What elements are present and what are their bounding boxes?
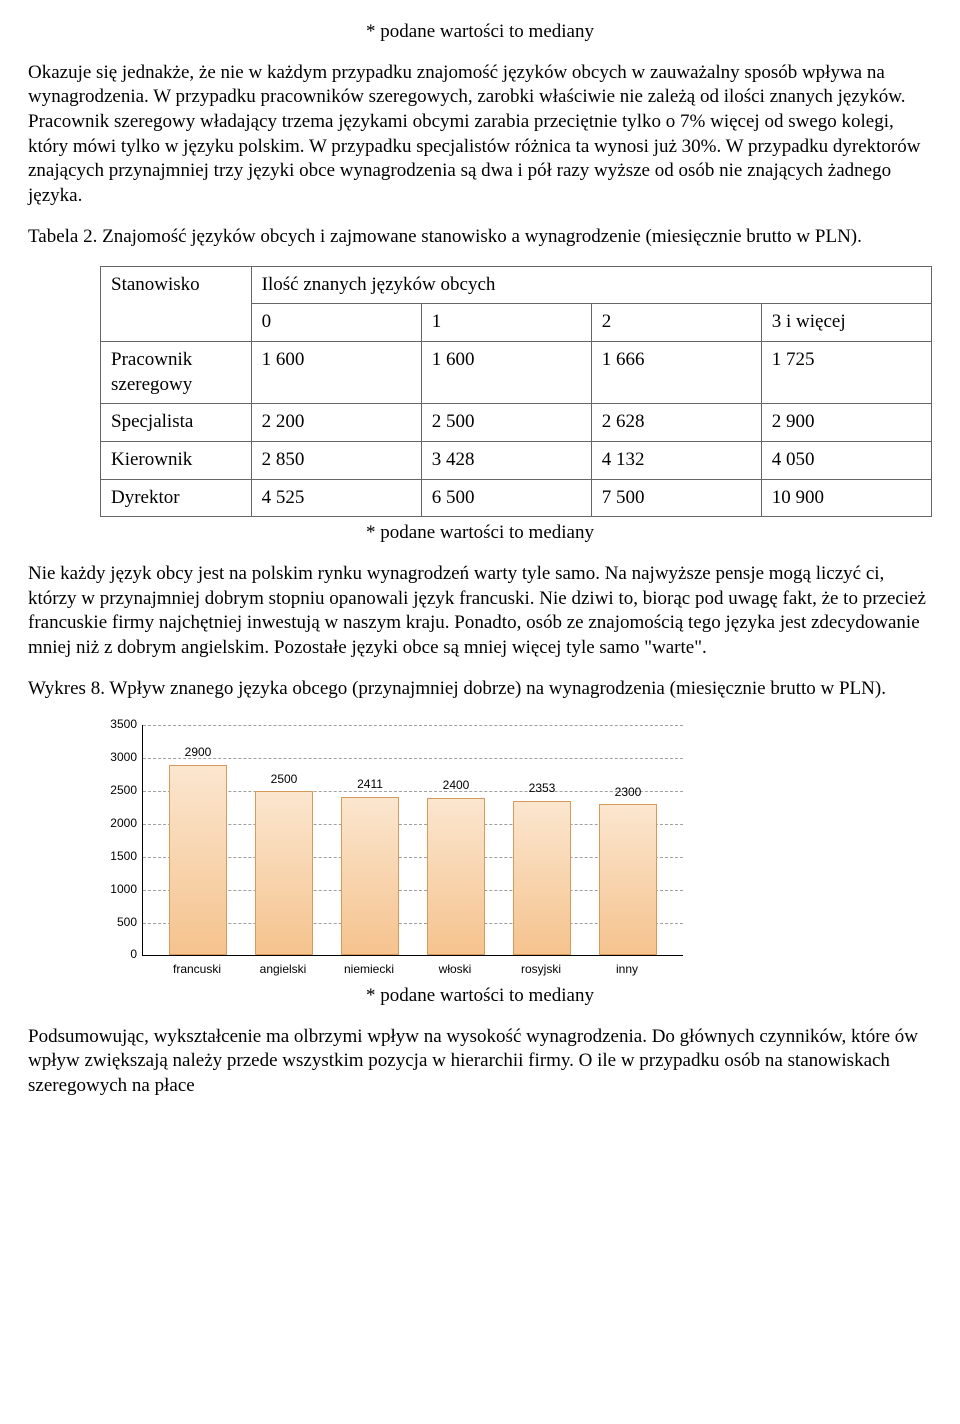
x-tick-label: rosyjski	[498, 962, 584, 978]
bar-value-label: 2353	[529, 781, 556, 797]
table-2-caption: Tabela 2. Znajomość języków obcych i zaj…	[28, 225, 932, 250]
cell: 2 200	[251, 404, 421, 442]
bar-value-label: 2500	[271, 772, 298, 788]
cell: 1 666	[591, 341, 761, 403]
cell: 2 500	[421, 404, 591, 442]
row-label: Kierownik	[101, 441, 252, 479]
cell: 1 600	[421, 341, 591, 403]
y-tick-label: 3000	[110, 750, 143, 766]
cell: 2 900	[761, 404, 931, 442]
cell: 1 725	[761, 341, 931, 403]
table-row: Pracownik szeregowy 1 600 1 600 1 666 1 …	[101, 341, 932, 403]
bar	[255, 791, 313, 955]
cell: 1 600	[251, 341, 421, 403]
x-tick-label: inny	[584, 962, 670, 978]
bar	[169, 765, 227, 956]
paragraph-3: Podsumowując, wykształcenie ma olbrzymi …	[28, 1025, 932, 1099]
y-tick-label: 0	[130, 948, 143, 964]
cell: 4 050	[761, 441, 931, 479]
bar-group: 2900	[155, 745, 241, 955]
bars-container: 2900 2500 2411 2400 2353 2300	[143, 725, 683, 955]
x-tick-label: niemiecki	[326, 962, 412, 978]
bar	[513, 801, 571, 956]
y-tick-label: 2500	[110, 783, 143, 799]
cell: 10 900	[761, 479, 931, 517]
bar-group: 2411	[327, 777, 413, 955]
bar	[427, 798, 485, 956]
row-label: Specjalista	[101, 404, 252, 442]
table-row: Dyrektor 4 525 6 500 7 500 10 900	[101, 479, 932, 517]
language-salary-chart: 0500100015002000250030003500290025002411…	[100, 725, 683, 978]
bar-value-label: 2411	[357, 777, 383, 793]
table-super-header: Ilość znanych języków obcych	[251, 266, 931, 304]
paragraph-1: Okazuje się jednakże, że nie w każdym pr…	[28, 61, 932, 209]
bar-value-label: 2400	[443, 778, 470, 794]
table-col-2: 2	[591, 304, 761, 342]
x-labels: francuskiangielskiniemieckiwłoskirosyjsk…	[142, 956, 682, 978]
bar-group: 2400	[413, 778, 499, 955]
bar-group: 2500	[241, 772, 327, 956]
row-label: Dyrektor	[101, 479, 252, 517]
cell: 2 628	[591, 404, 761, 442]
salary-table: Stanowisko Ilość znanych języków obcych …	[100, 266, 932, 518]
cell: 4 525	[251, 479, 421, 517]
y-tick-label: 2000	[110, 816, 143, 832]
cell: 7 500	[591, 479, 761, 517]
median-note-1: * podane wartości to mediany	[28, 20, 932, 45]
table-col-1: 1	[421, 304, 591, 342]
x-tick-label: francuski	[154, 962, 240, 978]
table-row: Specjalista 2 200 2 500 2 628 2 900	[101, 404, 932, 442]
row-label: Pracownik szeregowy	[101, 341, 252, 403]
median-note-3: * podane wartości to mediany	[28, 984, 932, 1009]
y-tick-label: 500	[117, 915, 143, 931]
bar-value-label: 2900	[185, 745, 212, 761]
bar-value-label: 2300	[615, 785, 642, 801]
cell: 2 850	[251, 441, 421, 479]
bar-group: 2353	[499, 781, 585, 955]
bar	[341, 797, 399, 955]
cell: 3 428	[421, 441, 591, 479]
bar-group: 2300	[585, 785, 671, 956]
y-tick-label: 3500	[110, 718, 143, 734]
chart-plot: 0500100015002000250030003500290025002411…	[142, 725, 683, 956]
y-tick-label: 1500	[110, 849, 143, 865]
cell: 4 132	[591, 441, 761, 479]
bar	[599, 804, 657, 955]
table-corner: Stanowisko	[101, 266, 252, 341]
x-tick-label: angielski	[240, 962, 326, 978]
table-row: Kierownik 2 850 3 428 4 132 4 050	[101, 441, 932, 479]
x-tick-label: włoski	[412, 962, 498, 978]
table-col-3: 3 i więcej	[761, 304, 931, 342]
table-col-0: 0	[251, 304, 421, 342]
chart-caption: Wykres 8. Wpływ znanego języka obcego (p…	[28, 677, 932, 702]
median-note-2: * podane wartości to mediany	[28, 521, 932, 546]
paragraph-2: Nie każdy język obcy jest na polskim ryn…	[28, 562, 932, 661]
y-tick-label: 1000	[110, 882, 143, 898]
cell: 6 500	[421, 479, 591, 517]
